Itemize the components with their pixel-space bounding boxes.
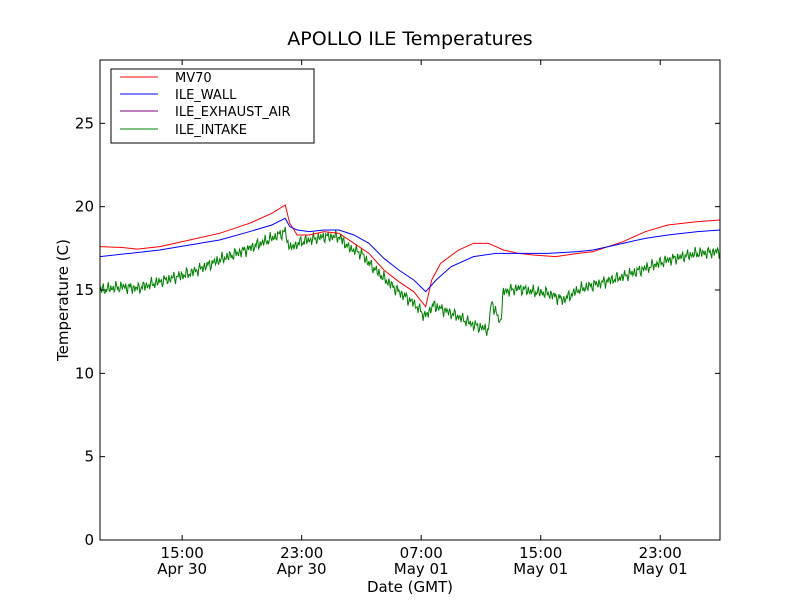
x-tick-label-date: May 01 — [633, 560, 688, 578]
legend-label-ile-wall: ILE_WALL — [175, 88, 237, 103]
plot-frame — [99, 59, 721, 541]
y-tick-label: 25 — [75, 114, 94, 132]
x-tick-label-date: Apr 30 — [277, 560, 327, 578]
y-axis-ticks: 0 5 10 15 20 25 — [75, 114, 720, 549]
x-tick-label-time: 15:00 — [161, 544, 204, 562]
y-tick-label: 10 — [75, 364, 94, 382]
y-tick-label: 15 — [75, 281, 94, 299]
legend-label-mv70: MV70 — [175, 71, 212, 86]
x-tick-label-time: 15:00 — [519, 544, 562, 562]
series-layer — [99, 204, 721, 336]
x-axis-label: Date (GMT) — [367, 578, 453, 596]
y-axis-label: Temperature (C) — [54, 239, 72, 362]
series-line-ile-intake — [99, 226, 721, 336]
legend-label-ile-intake: ILE_INTAKE — [175, 123, 247, 138]
series-line-ile-wall — [99, 217, 721, 293]
x-tick-label-time: 23:00 — [280, 544, 323, 562]
y-tick-label: 5 — [84, 448, 94, 466]
x-tick-label-date: Apr 30 — [157, 560, 207, 578]
series-line-mv70 — [99, 204, 721, 308]
y-tick-label: 20 — [75, 198, 94, 216]
chart-title: APOLLO ILE Temperatures — [287, 28, 532, 50]
x-tick-label-time: 07:00 — [400, 544, 443, 562]
legend-label-ile-exhaust-air: ILE_EXHAUST_AIR — [175, 105, 291, 120]
x-tick-label-time: 23:00 — [639, 544, 682, 562]
x-tick-label-date: May 01 — [394, 560, 449, 578]
legend: MV70 ILE_WALL ILE_EXHAUST_AIR ILE_INTAKE — [110, 68, 315, 144]
x-tick-label-date: May 01 — [513, 560, 568, 578]
y-tick-label: 0 — [84, 531, 94, 549]
legend-box — [110, 68, 315, 144]
